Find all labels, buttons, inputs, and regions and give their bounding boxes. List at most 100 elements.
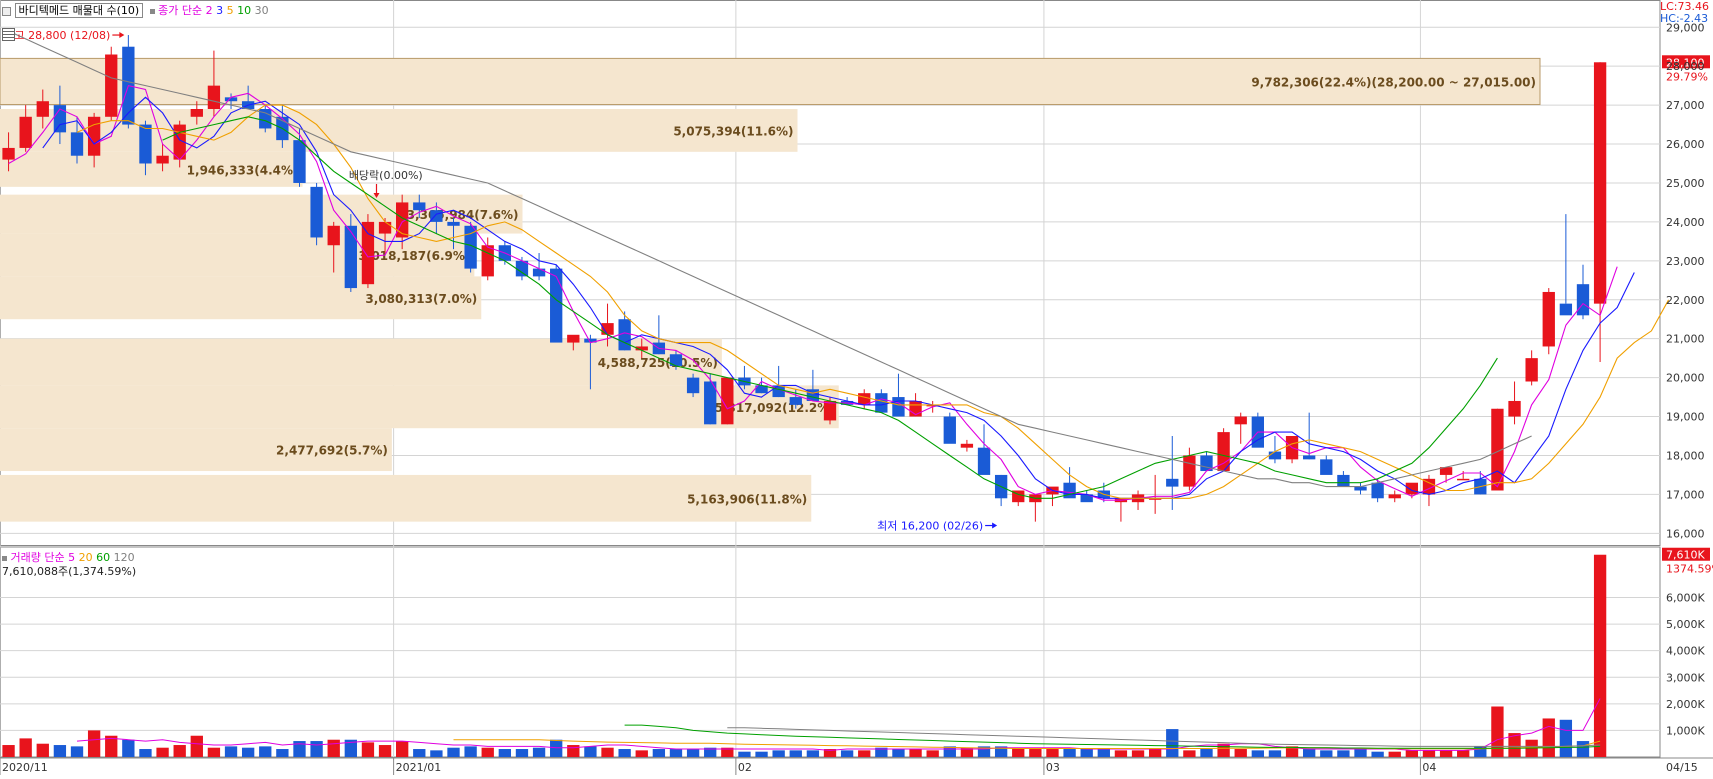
price-ma-3[interactable]: 3 <box>216 4 224 17</box>
volume-bar <box>532 747 546 757</box>
volume-tick-label: 1,000K <box>1666 724 1705 737</box>
candle-body <box>53 105 67 133</box>
candle-body <box>344 225 357 289</box>
candle-body <box>1439 467 1453 475</box>
volume-bar <box>669 749 683 757</box>
candle-body <box>755 385 768 394</box>
volume-bar <box>704 747 717 757</box>
candle-body <box>858 393 871 405</box>
price-ma-line-5 <box>76 104 1670 499</box>
volume-bar <box>396 741 409 757</box>
volume-bar <box>1251 750 1264 757</box>
price-tick-label: 29,000 <box>1666 21 1705 34</box>
candle-body <box>70 132 84 156</box>
candle-body <box>584 338 597 343</box>
volume-bar <box>276 749 289 757</box>
x-tick-label: 2020/11 <box>2 761 48 774</box>
grid-toggle-icon[interactable] <box>2 28 15 41</box>
candle-body <box>1542 291 1555 347</box>
volume-bar <box>378 745 392 757</box>
candle-body <box>1166 478 1179 487</box>
legend-square-icon <box>2 555 7 561</box>
candle-body <box>686 377 700 394</box>
volume-ma-line-5 <box>76 698 1601 751</box>
volume-bar <box>122 739 135 757</box>
volume-bar <box>926 750 939 757</box>
price-ma-30[interactable]: 30 <box>254 4 269 17</box>
volume-bar <box>858 750 871 757</box>
volume-bar <box>190 735 203 757</box>
candle-body <box>1148 498 1162 500</box>
settings-small-icon[interactable] <box>2 6 11 16</box>
candle-body <box>19 116 32 148</box>
volume-bar <box>173 745 186 757</box>
candle-body <box>1388 494 1401 499</box>
volume-bar <box>1354 749 1367 757</box>
candle-body <box>772 385 785 398</box>
volume-tick-label: 6,000K <box>1666 592 1705 605</box>
volume-bar <box>977 746 991 757</box>
volume-profile-label: 5,163,906(11.8%) <box>687 492 807 506</box>
volume-ma-60[interactable]: 60 <box>96 551 111 564</box>
candle-body <box>105 54 118 117</box>
volume-bar <box>994 746 1008 757</box>
volume-profile-label: 4,588,725(10.5%) <box>598 356 718 370</box>
volume-bar <box>567 745 580 757</box>
candle-body <box>806 389 820 401</box>
candle-body <box>721 377 734 425</box>
indicator-label[interactable]: 바디텍메드 매물대 수(10) <box>14 3 144 18</box>
candle-body <box>960 443 974 448</box>
volume-bar <box>1559 719 1573 757</box>
volume-bar <box>1080 749 1093 757</box>
volume-bar <box>686 749 700 757</box>
volume-bar <box>1166 729 1179 757</box>
volume-profile-label: 9,782,306(22.4%)(28,200.00 ~ 27,015.00) <box>1251 75 1536 89</box>
volume-legend: 거래량 단순 5 20 60 120 <box>2 549 135 565</box>
candle-body <box>704 381 717 425</box>
volume-bar <box>738 751 751 757</box>
volume-bar <box>1131 750 1145 757</box>
volume-bar <box>447 747 460 757</box>
volume-ma-5[interactable]: 5 <box>68 551 76 564</box>
volume-bar <box>293 741 306 757</box>
price-ma-10[interactable]: 10 <box>237 4 252 17</box>
volume-bar <box>789 750 802 757</box>
volume-bar <box>481 747 494 757</box>
candle-body <box>1337 474 1350 487</box>
volume-bar <box>1029 749 1042 757</box>
volume-ma-line-20 <box>453 739 1601 750</box>
current-volume-tag <box>1662 547 1710 561</box>
price-tick-label: 20,000 <box>1666 372 1705 385</box>
volume-bar <box>1012 747 1025 757</box>
candle-body <box>447 221 460 226</box>
volume-bar <box>515 749 529 757</box>
volume-bar <box>1508 733 1521 757</box>
price-ma-5[interactable]: 5 <box>226 4 234 17</box>
candle-body <box>1525 358 1538 382</box>
volume-ma-120[interactable]: 120 <box>113 551 135 564</box>
x-tick-label: 2021/01 <box>396 761 442 774</box>
low-price-label: 최저 16,200 (02/26) <box>877 520 983 533</box>
dividend-arrowhead-icon <box>373 192 380 198</box>
candle-body <box>293 140 306 183</box>
candle-body <box>1012 490 1025 503</box>
volume-bar <box>1234 749 1247 757</box>
volume-bar <box>156 747 169 757</box>
price-ma-2[interactable]: 2 <box>205 4 213 17</box>
volume-bar <box>584 746 597 757</box>
volume-ma-20[interactable]: 20 <box>78 551 93 564</box>
volume-bar <box>19 738 32 757</box>
volume-ma-prefix: 거래량 단순 <box>10 551 65 564</box>
volume-bar <box>960 747 974 757</box>
volume-bar <box>1474 746 1487 757</box>
volume-bar <box>105 735 118 757</box>
volume-tick-label: 5,000K <box>1666 618 1705 631</box>
volume-bar <box>413 749 426 757</box>
candle-body <box>1354 486 1367 491</box>
price-tick-label: 26,000 <box>1666 138 1705 151</box>
volume-profile-bar <box>0 474 812 522</box>
current-volume-value: 7,610K <box>1666 549 1705 562</box>
volume-profile-label: 5,317,092(12.2%) <box>715 401 835 415</box>
